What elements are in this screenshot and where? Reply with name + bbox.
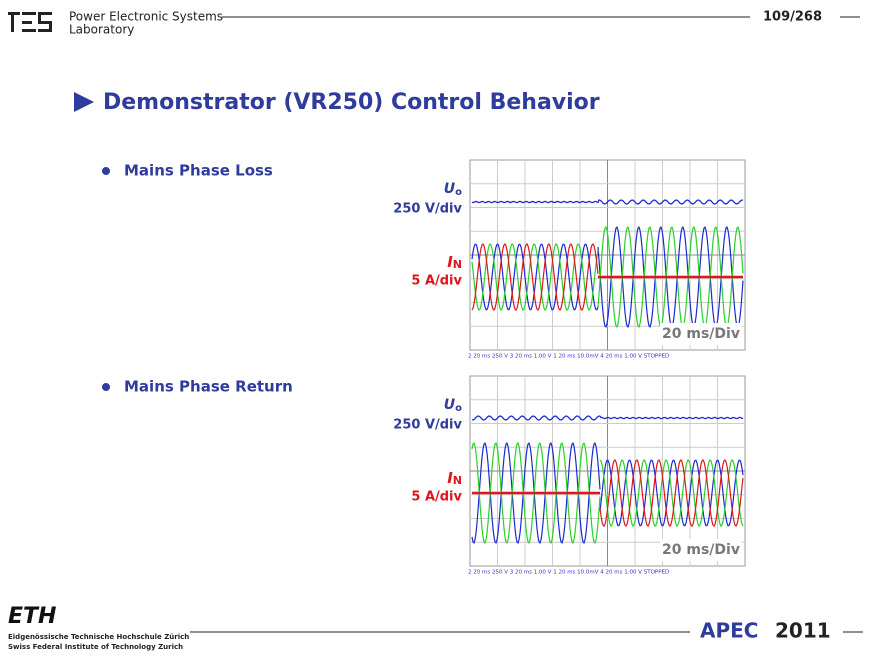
scope-trace (471, 243, 599, 311)
eth-logo: ETH (8, 604, 56, 629)
eth-name: Swiss Federal Institute of Technology Zu… (8, 643, 183, 651)
time-box (660, 323, 742, 345)
time-scale: 20 ms/Div (662, 542, 740, 558)
scope-trace (471, 441, 601, 545)
conference-year: 2011 (775, 619, 831, 643)
scope-trace (471, 199, 744, 205)
voltage-symbol: U (444, 181, 456, 197)
bullet-text: Mains Phase Return (124, 378, 293, 396)
voltage-scale: 250 V/div (393, 202, 462, 217)
lab-name: Power Electronic Systems (69, 10, 223, 24)
time-scale: 20 ms/Div (662, 326, 740, 342)
title-arrow (74, 92, 94, 112)
current-scale: 5 A/div (411, 274, 462, 289)
voltage-label: Uo (444, 181, 462, 198)
lab-name: Laboratory (69, 23, 134, 37)
bullet-dot (102, 167, 110, 175)
time-box (660, 539, 742, 561)
scope-trace (471, 243, 599, 311)
scope-trace (471, 243, 599, 311)
scope-trace (471, 441, 601, 545)
voltage-subscript: o (455, 403, 462, 414)
pes-logo (8, 12, 52, 32)
current-label: IN (447, 253, 462, 272)
voltage-symbol: U (444, 397, 456, 413)
scope-trace (599, 459, 744, 527)
current-symbol: I (447, 253, 453, 271)
slide-title: Demonstrator (VR250) Control Behavior (103, 90, 600, 115)
current-symbol: I (447, 469, 453, 487)
scope-status: 2 20 ms 250 V 3 20 ms 1.00 V 1 20 ms 10.… (468, 570, 669, 576)
current-subscript: N (453, 258, 462, 271)
conference-logo: APEC (700, 619, 758, 643)
bullet-text: Mains Phase Loss (124, 162, 273, 180)
scope-trace (599, 459, 744, 527)
voltage-subscript: o (455, 187, 462, 198)
page-number: 109/268 (763, 10, 822, 25)
current-label: IN (447, 469, 462, 488)
current-scale: 5 A/div (411, 490, 462, 505)
scope-trace (599, 459, 744, 527)
current-subscript: N (453, 474, 462, 487)
voltage-label: Uo (444, 397, 462, 414)
scope-status: 2 20 ms 250 V 3 20 ms 1.00 V 1 20 ms 10.… (468, 354, 669, 360)
eth-name: Eidgenössische Technische Hochschule Zür… (8, 633, 189, 641)
bullet-dot (102, 383, 110, 391)
scope-trace (471, 415, 744, 421)
voltage-scale: 250 V/div (393, 418, 462, 433)
